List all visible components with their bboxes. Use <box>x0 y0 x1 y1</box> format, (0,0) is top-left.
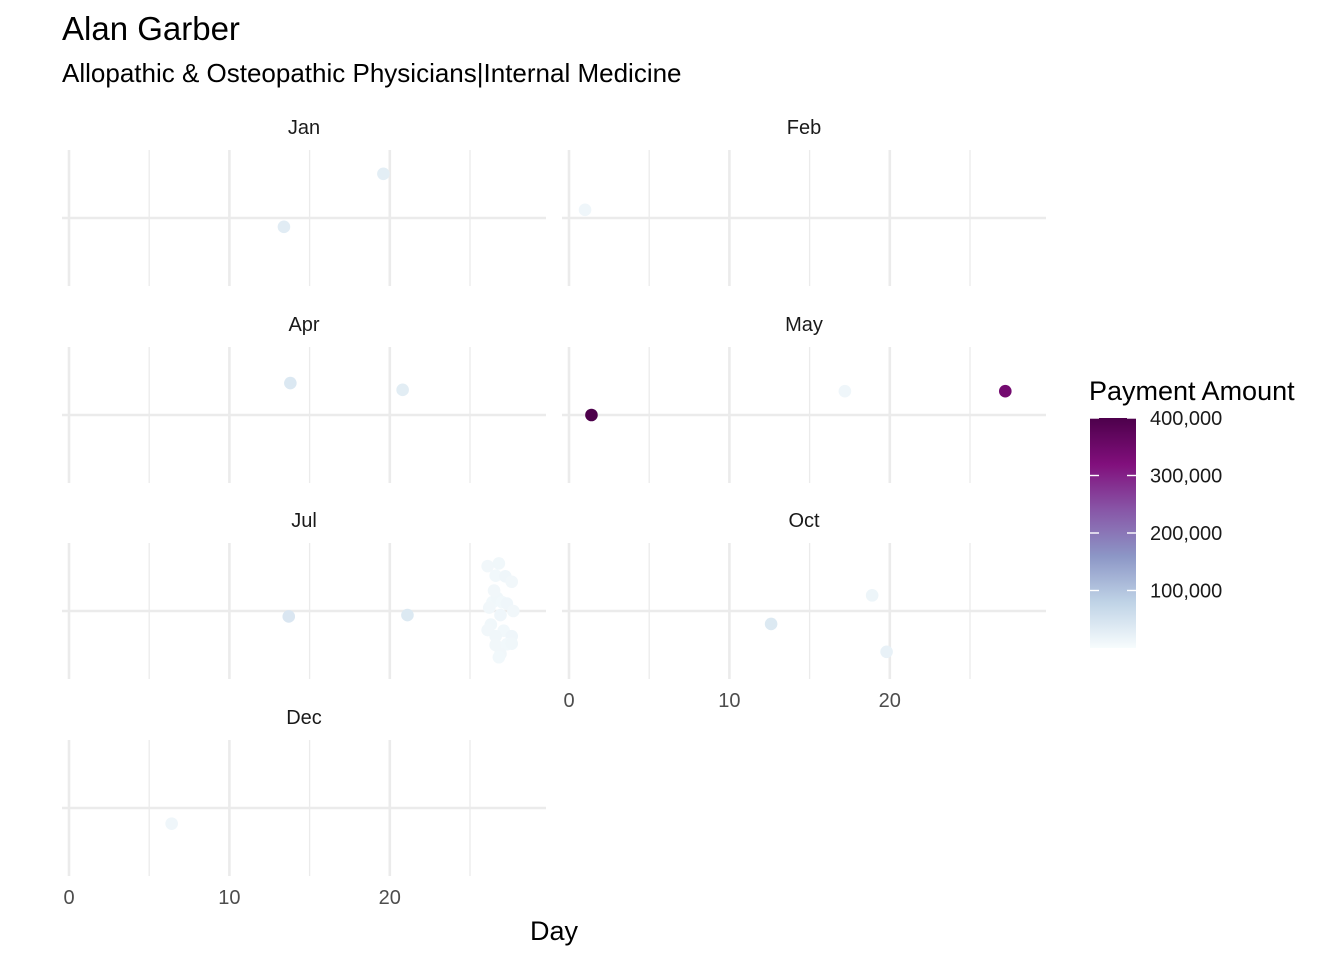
legend-title: Payment Amount <box>1089 376 1295 406</box>
data-point <box>880 645 893 659</box>
facet-label-apr: Apr <box>288 314 319 336</box>
facet-apr: Apr <box>62 314 546 483</box>
facet-feb: Feb <box>562 117 1046 286</box>
data-point <box>865 589 879 602</box>
facet-panels: Jan Feb Apr May Jul Oct 0 10 20 Dec 0 10 20 <box>62 117 1046 909</box>
data-point <box>396 383 409 397</box>
facet-label-dec: Dec <box>286 707 322 729</box>
x-tick-label: 0 <box>63 887 74 909</box>
data-point <box>505 575 519 589</box>
data-point <box>492 650 506 664</box>
data-point <box>492 557 506 570</box>
x-tick-label: 20 <box>379 887 401 909</box>
facet-label-feb: Feb <box>787 117 821 139</box>
facet-jan: Jan <box>62 117 546 286</box>
facet-oct: Oct 0 10 20 <box>562 510 1046 712</box>
chart-subtitle: Allopathic & Osteopathic Physicians|Inte… <box>62 58 682 88</box>
data-point <box>401 608 414 622</box>
facet-label-jan: Jan <box>288 117 320 139</box>
data-point <box>277 220 291 234</box>
data-point <box>282 610 296 623</box>
data-point <box>489 569 502 582</box>
data-point <box>578 203 592 217</box>
facet-jul: Jul <box>62 510 546 679</box>
x-tick-label: 10 <box>718 690 740 712</box>
x-tick-label: 0 <box>563 690 574 712</box>
data-point <box>585 408 598 422</box>
x-tick-label: 20 <box>879 690 901 712</box>
data-point <box>377 167 390 181</box>
facet-label-may: May <box>785 314 823 336</box>
data-point <box>489 629 502 643</box>
data-point <box>165 817 178 830</box>
legend: Payment Amount 100,000 200,000 300,000 400,… <box>1089 376 1295 648</box>
x-axis-title: Day <box>530 916 579 946</box>
data-point <box>494 608 507 622</box>
legend-label: 400,000 <box>1150 408 1222 430</box>
data-point <box>487 584 501 597</box>
x-tick-label: 10 <box>218 887 240 909</box>
facet-label-oct: Oct <box>788 510 820 532</box>
legend-label: 100,000 <box>1150 581 1222 603</box>
facet-dec: Dec 0 10 20 <box>62 707 546 909</box>
data-point <box>764 617 778 631</box>
data-point <box>481 559 494 573</box>
data-point <box>998 384 1012 398</box>
data-point <box>284 376 297 390</box>
legend-label: 300,000 <box>1150 466 1222 488</box>
facet-label-jul: Jul <box>291 510 317 532</box>
data-point <box>482 601 496 614</box>
data-point <box>507 604 520 618</box>
data-point <box>505 637 519 650</box>
chart-title: Alan Garber <box>62 10 240 47</box>
data-point <box>838 384 852 398</box>
facet-may: May <box>562 314 1046 483</box>
legend-label: 200,000 <box>1150 523 1222 545</box>
